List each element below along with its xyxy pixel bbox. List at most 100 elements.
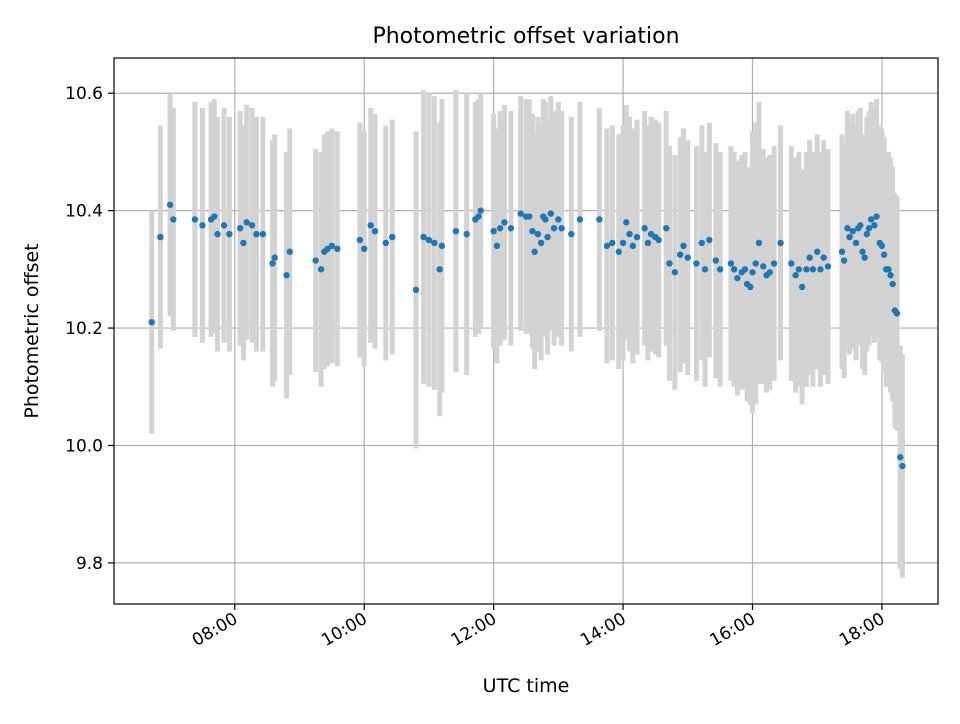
data-point bbox=[897, 454, 904, 461]
data-point bbox=[558, 225, 565, 232]
data-point bbox=[312, 257, 319, 264]
data-point bbox=[425, 236, 433, 244]
data-point bbox=[844, 225, 851, 232]
data-point bbox=[716, 266, 724, 273]
data-point bbox=[496, 225, 504, 232]
data-point bbox=[544, 233, 551, 241]
data-point bbox=[438, 242, 446, 250]
data-point bbox=[698, 239, 706, 247]
data-point bbox=[529, 227, 536, 235]
data-point bbox=[641, 225, 648, 232]
data-point bbox=[863, 230, 871, 238]
data-point bbox=[760, 263, 767, 270]
data-point bbox=[814, 248, 821, 255]
data-point bbox=[680, 242, 687, 250]
data-point bbox=[671, 269, 679, 276]
data-point bbox=[475, 213, 482, 220]
data-point bbox=[859, 248, 866, 255]
data-point bbox=[596, 216, 603, 223]
data-point bbox=[885, 266, 892, 273]
data-point bbox=[576, 216, 584, 223]
x-axis-ticks: 08:00 10:00 12:00 14:00 16:00 18:00 bbox=[189, 604, 888, 651]
y-axis-label: Photometric offset bbox=[21, 243, 43, 418]
data-point bbox=[240, 239, 247, 247]
data-point bbox=[269, 260, 276, 267]
data-point bbox=[706, 236, 713, 244]
data-point bbox=[412, 286, 420, 294]
data-point bbox=[547, 210, 555, 217]
data-point bbox=[537, 239, 545, 247]
data-point bbox=[873, 213, 880, 220]
data-point bbox=[887, 272, 894, 279]
data-point bbox=[170, 216, 177, 223]
data-point bbox=[436, 266, 443, 273]
data-point bbox=[878, 242, 886, 250]
data-point bbox=[517, 210, 524, 217]
data-point bbox=[871, 222, 878, 229]
data-point bbox=[166, 201, 174, 208]
data-point bbox=[501, 219, 508, 226]
data-point bbox=[463, 230, 470, 238]
data-point bbox=[809, 266, 817, 273]
data-point bbox=[644, 239, 652, 247]
data-point bbox=[452, 227, 460, 235]
data-point bbox=[817, 266, 824, 273]
data-point bbox=[899, 462, 906, 470]
data-point bbox=[865, 225, 873, 232]
data-point bbox=[861, 254, 868, 261]
data-point bbox=[626, 230, 633, 238]
data-point bbox=[477, 207, 484, 214]
data-point bbox=[889, 280, 896, 288]
data-point bbox=[857, 222, 864, 229]
data-point bbox=[609, 239, 616, 247]
y-tick-label: 10.4 bbox=[65, 202, 103, 222]
data-point bbox=[623, 219, 630, 226]
data-point bbox=[749, 269, 756, 276]
data-point bbox=[684, 254, 691, 261]
data-point bbox=[727, 260, 735, 267]
data-point bbox=[367, 222, 374, 229]
data-point bbox=[666, 260, 673, 267]
data-point bbox=[568, 230, 575, 238]
x-axis-label: UTC time bbox=[483, 675, 570, 697]
data-point bbox=[248, 222, 256, 229]
data-point bbox=[534, 230, 542, 238]
data-point bbox=[211, 213, 218, 220]
data-point bbox=[741, 266, 749, 273]
data-point bbox=[148, 318, 155, 326]
data-point bbox=[840, 257, 848, 264]
data-point bbox=[730, 266, 738, 273]
data-point bbox=[226, 230, 233, 238]
data-point bbox=[220, 222, 228, 229]
data-point bbox=[356, 236, 364, 244]
data-point bbox=[747, 283, 754, 291]
data-point bbox=[712, 257, 720, 264]
data-point bbox=[199, 222, 206, 229]
data-point bbox=[389, 233, 396, 241]
chart-title: Photometric offset variation bbox=[372, 24, 679, 49]
error-bars bbox=[149, 90, 905, 578]
data-point bbox=[431, 239, 438, 247]
data-point bbox=[820, 254, 827, 261]
x-tick-label: 16:00 bbox=[707, 609, 759, 651]
y-tick-label: 10.6 bbox=[65, 84, 103, 104]
data-point bbox=[555, 216, 562, 223]
y-tick-label: 9.8 bbox=[76, 554, 103, 574]
y-axis-ticks: 9.8 10.0 10.2 10.4 10.6 bbox=[65, 84, 114, 574]
data-point bbox=[542, 216, 549, 223]
data-point bbox=[317, 266, 325, 273]
data-point bbox=[693, 260, 700, 267]
x-tick-label: 08:00 bbox=[189, 609, 241, 651]
data-point bbox=[236, 225, 244, 232]
data-point bbox=[550, 225, 558, 232]
data-point bbox=[286, 248, 294, 255]
data-point bbox=[328, 242, 336, 250]
data-point bbox=[361, 245, 368, 253]
data-point bbox=[531, 248, 538, 255]
data-point bbox=[507, 225, 515, 232]
data-point bbox=[701, 266, 709, 273]
data-point bbox=[852, 239, 860, 247]
data-point bbox=[803, 266, 810, 273]
x-tick-label: 12:00 bbox=[448, 609, 500, 651]
